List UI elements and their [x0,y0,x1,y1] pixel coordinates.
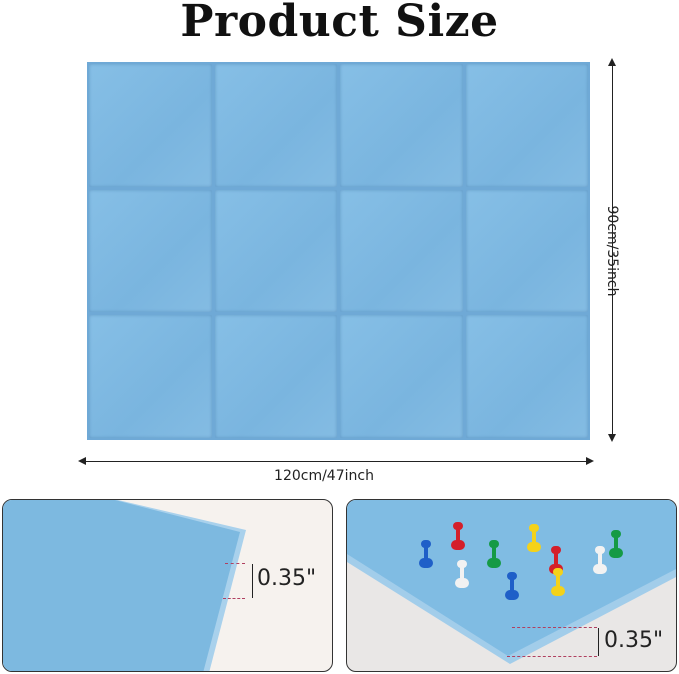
thickness-label: 0.35" [257,566,317,591]
felt-tile [214,315,337,438]
pin-stem [532,530,536,544]
title: Product Size [180,0,499,47]
felt-edge-photo [3,500,240,671]
felt-tile [465,189,588,313]
dashed-guide [223,598,245,599]
pin-head [595,546,605,554]
felt-board-grid [87,62,590,440]
pin-base [487,558,501,568]
pin-base [551,586,565,596]
push-pin [609,530,623,558]
pin-base [455,578,469,588]
pin-head [551,546,561,554]
pin-head [611,530,621,538]
pin-stem [614,536,618,550]
pin-head [457,560,467,568]
dashed-guide [225,563,245,564]
felt-tile [89,64,212,187]
pin-head [489,540,499,548]
push-pin [527,524,541,552]
felt-tile [89,189,212,313]
pin-stem [492,546,496,560]
pin-base [527,542,541,552]
pin-stem [510,578,514,592]
pin-base [505,590,519,600]
push-pin [505,572,519,600]
felt-tile [340,189,463,313]
push-pin [487,540,501,568]
pin-base [419,558,433,568]
pin-stem [456,528,460,542]
pin-stem [556,574,560,588]
height-label: 90cm/35inch [604,205,620,297]
thickness-arrow [252,564,253,598]
thickness-closeup-panel: 0.35" [2,499,333,672]
push-pin [455,560,469,588]
pin-stem [598,552,602,566]
arrow-up-icon [608,58,616,66]
push-pin [451,522,465,550]
width-dimension-line [82,461,592,462]
arrow-right-icon [586,457,594,465]
pins-closeup-panel: 0.35" [346,499,677,672]
pin-stem [424,546,428,560]
pin-base [451,540,465,550]
pin-base [593,564,607,574]
pin-head [453,522,463,530]
pin-head [507,572,517,580]
push-pin [593,546,607,574]
pin-base [609,548,623,558]
felt-tile [214,64,337,187]
arrow-down-icon [608,434,616,442]
pin-head [529,524,539,532]
dashed-guide [512,627,597,628]
felt-tile [214,189,337,313]
arrow-left-icon [78,457,86,465]
felt-tile [89,315,212,438]
pin-head [553,568,563,576]
width-label: 120cm/47inch [274,468,374,484]
push-pin [419,540,433,568]
felt-tile [465,64,588,187]
felt-tile [465,315,588,438]
felt-tile [340,64,463,187]
pin-stem [460,566,464,580]
thickness-label: 0.35" [604,628,664,653]
pin-stem [554,552,558,566]
pin-head [421,540,431,548]
thickness-arrow [598,628,599,656]
dashed-guide [507,656,597,657]
felt-tile [340,315,463,438]
height-dimension-line [612,62,613,440]
push-pin [551,568,565,596]
